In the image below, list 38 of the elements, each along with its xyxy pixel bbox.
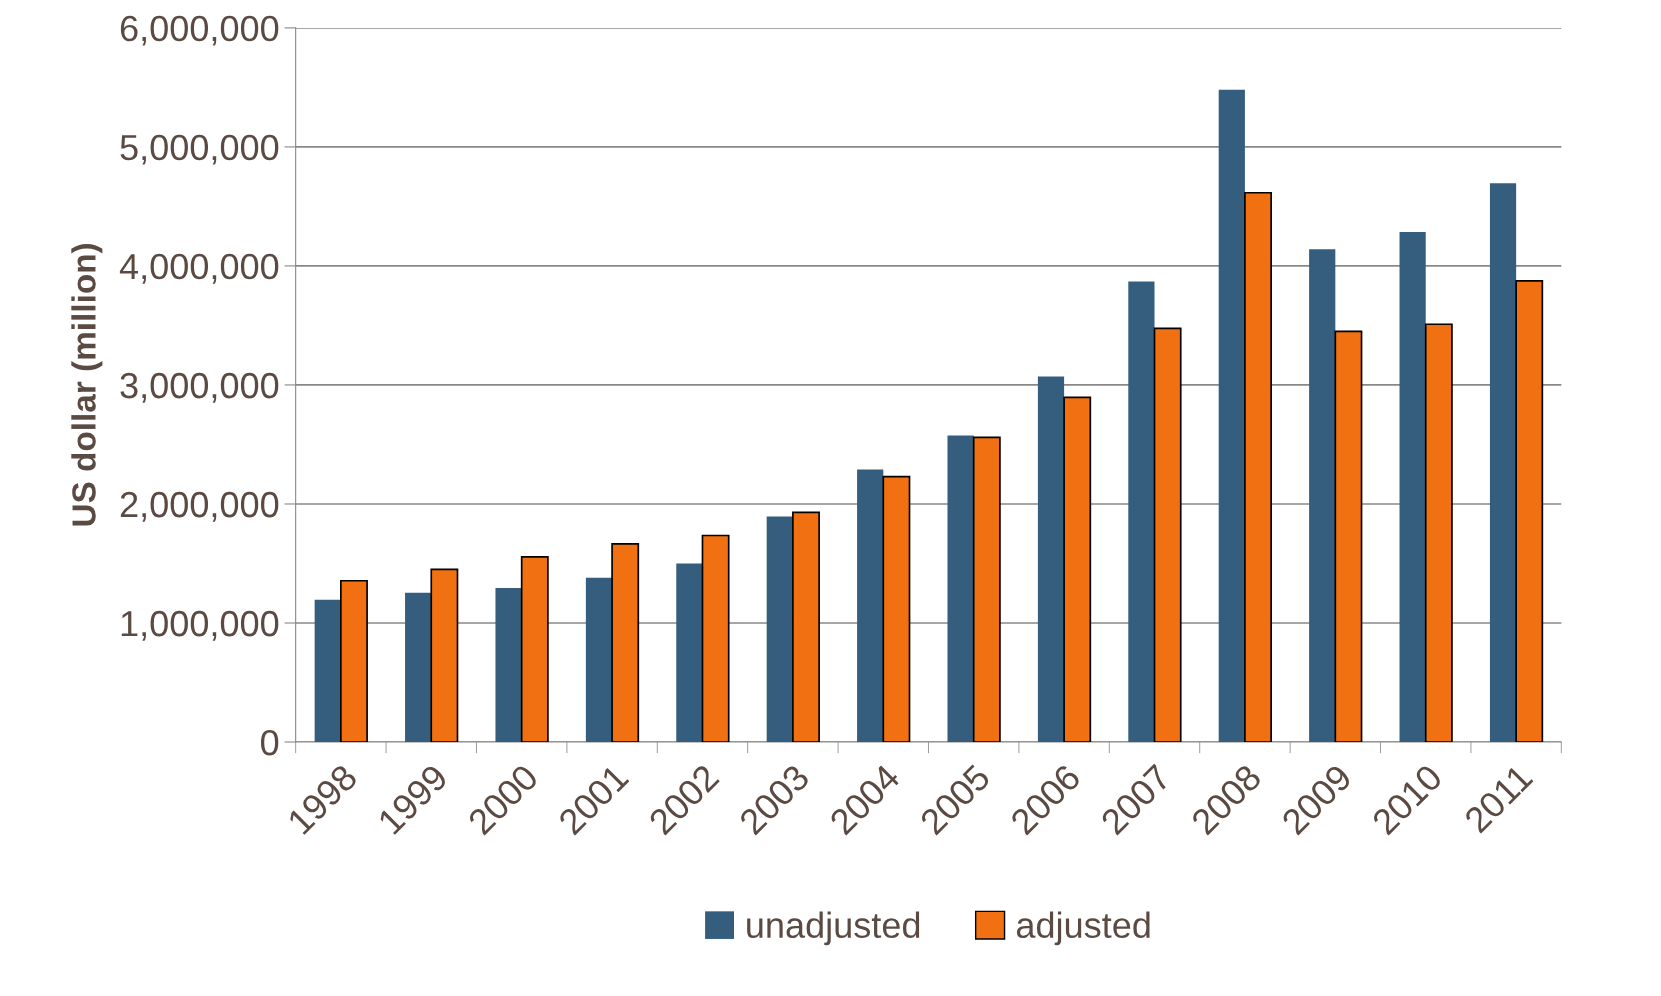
bar [611,543,640,743]
bar [882,475,911,743]
y-axis-title: US dollar (million) [71,244,103,526]
bar [1424,323,1453,743]
y-tick-label: 1,000,000 [121,610,279,641]
legend-label: unadjusted [747,911,920,946]
bar [314,599,341,743]
bar [792,511,820,743]
y-tick-label: 3,000,000 [120,372,279,403]
bar [1489,183,1517,743]
bar [1309,249,1336,743]
bar [340,579,368,743]
y-tick-label: 2,000,000 [120,491,279,522]
bar [766,516,793,743]
bar [1153,327,1182,743]
y-tick-label: 5,000,000 [120,134,279,165]
bar [947,435,974,743]
bar [585,577,613,743]
bar [1515,279,1544,743]
bar [1128,281,1155,743]
bar [701,534,730,743]
y-tick-label: 0 [261,729,279,756]
bar [1063,396,1092,743]
bar [430,568,459,743]
bar [1218,89,1245,743]
bar [1037,376,1065,743]
y-tick-label: 6,000,000 [120,15,279,46]
bar [495,587,522,743]
bar [520,556,549,743]
bar [1334,330,1363,743]
legend-label: adjusted [1016,911,1150,946]
y-tick-label: 4,000,000 [119,253,279,284]
bar [405,592,432,743]
bar [676,563,703,743]
bar [1399,232,1426,743]
bar [1244,191,1272,743]
bar [857,469,884,743]
bar [972,436,1001,743]
